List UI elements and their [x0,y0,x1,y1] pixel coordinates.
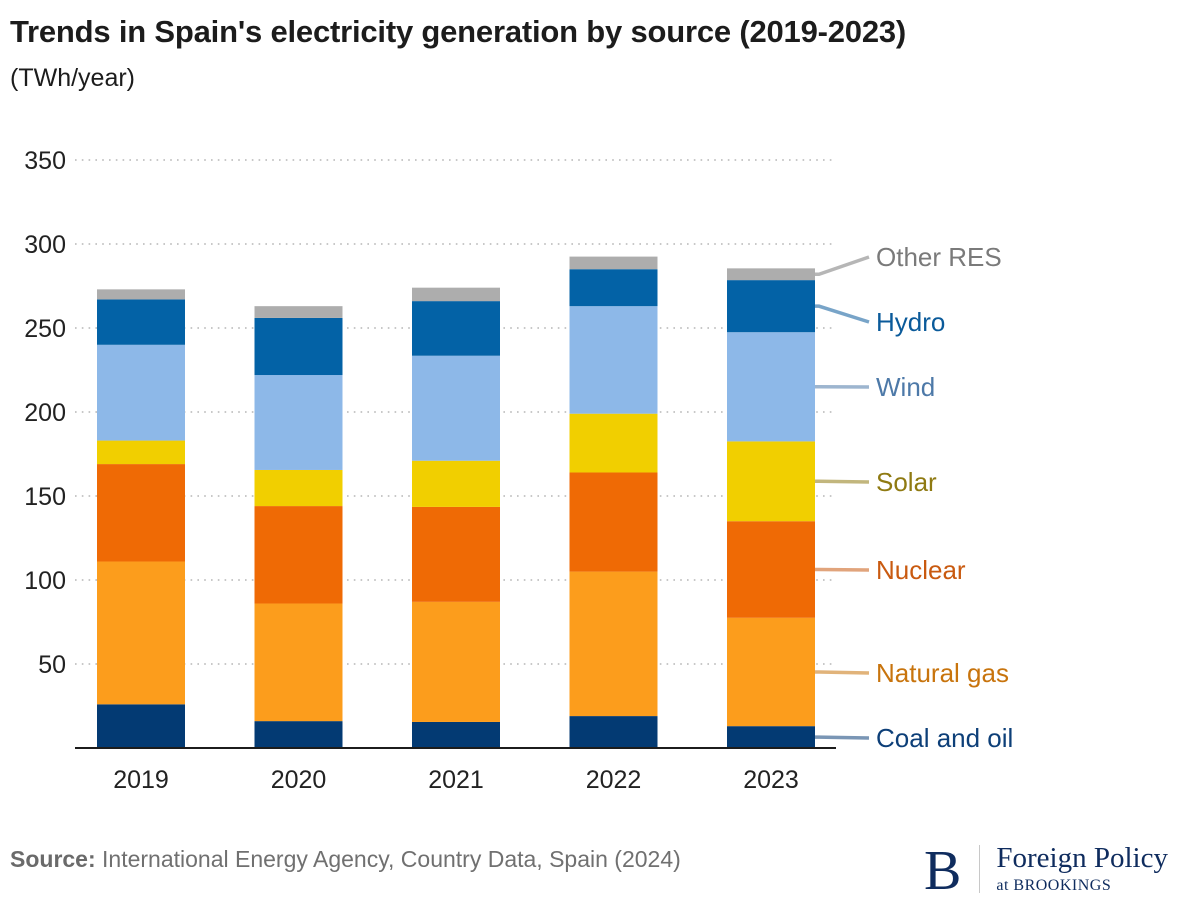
legend-connector-line [815,255,870,276]
bar-segment-wind [412,355,500,461]
bar-segment-solar [727,441,815,522]
y-tick-label: 100 [24,567,66,595]
legend-label: Solar [876,467,937,497]
y-tick-label: 350 [24,147,66,175]
legend-item-hydro: Hydro [815,304,945,337]
bar-segment-coal-and-oil [727,726,815,748]
bar-segment-coal-and-oil [569,716,658,748]
legend-label: Nuclear [876,555,966,585]
bar-segment-natural-gas [254,603,343,722]
bar-segment-natural-gas [727,617,815,727]
bar-segment-nuclear [727,521,815,618]
bar-segment-nuclear [97,464,185,562]
bars [97,256,815,748]
bar-segment-hydro [569,269,658,307]
legend-item-wind: Wind [815,372,935,402]
bar-segment-nuclear [412,506,500,602]
bar-segment-coal-and-oil [97,704,185,748]
bar-stack-2021 [412,287,500,748]
chart-subtitle: (TWh/year) [10,64,135,92]
bar-segment-wind [569,306,658,414]
y-tick-label: 50 [38,651,66,679]
source-text: International Energy Agency, Country Dat… [102,846,681,872]
y-axis-ticks: 50 100 150 200 250 300 350 [24,147,66,679]
bar-segment-solar [97,440,185,465]
legend-connector-line [815,304,870,324]
bar-segment-other-res [254,306,343,318]
bar-segment-other-res [727,268,815,281]
legend-connector-line [815,670,870,675]
bar-segment-hydro [254,317,343,376]
bar-segment-wind [97,344,185,441]
x-tick-label: 2023 [743,766,799,794]
y-tick-label: 300 [24,231,66,259]
bar-stack-2023 [727,268,815,748]
legend-label: Hydro [876,307,945,337]
bar-segment-coal-and-oil [412,721,500,748]
bar-segment-wind [727,332,815,442]
bar-segment-hydro [412,301,500,356]
y-tick-label: 250 [24,315,66,343]
legend: Coal and oil Natural gas Nuclear Solar Wind H… [815,242,1013,753]
bar-segment-natural-gas [97,561,185,705]
legend-label: Wind [876,372,935,402]
x-axis-ticks: 2019 2020 2021 2022 2023 [113,766,799,794]
source-note: Source: International Energy Agency, Cou… [10,846,681,873]
legend-label: Coal and oil [876,723,1013,753]
legend-connector-line [815,567,870,572]
logo-letter: B [924,840,962,902]
bar-segment-hydro [727,280,815,333]
bar-stack-2022 [569,256,658,748]
bar-segment-coal-and-oil [254,721,343,748]
chart-title: Trends in Spain's electricity generation… [10,14,907,49]
bar-segment-nuclear [569,472,658,572]
bar-stack-2019 [97,289,185,748]
legend-item-other-res: Other RES [815,242,1002,276]
y-tick-label: 200 [24,399,66,427]
x-tick-label: 2020 [271,766,327,794]
legend-connector-line [815,735,870,740]
x-tick-label: 2019 [113,766,169,794]
logo-text: Foreign Policy at BROOKINGS [996,843,1168,894]
logo-main-text: Foreign Policy [996,842,1168,875]
bar-segment-solar [412,460,500,507]
bar-segment-nuclear [254,506,343,604]
bar-stack-2020 [254,306,343,748]
y-tick-label: 150 [24,483,66,511]
source-label: Source: [10,846,96,872]
legend-item-natural-gas: Natural gas [815,658,1009,688]
legend-item-coal-and-oil: Coal and oil [815,723,1013,753]
legend-label: Other RES [876,242,1002,272]
x-tick-label: 2022 [586,766,642,794]
bar-segment-natural-gas [412,601,500,722]
bar-segment-hydro [97,299,185,345]
bar-segment-other-res [412,287,500,302]
bar-segment-other-res [97,289,185,300]
logo-divider [979,845,981,893]
legend-item-solar: Solar [815,467,937,497]
bar-segment-solar [254,469,343,507]
legend-item-nuclear: Nuclear [815,555,966,585]
logo-sub-text: at BROOKINGS [996,876,1112,894]
legend-label: Natural gas [876,658,1009,688]
bar-segment-natural-gas [569,571,658,717]
legend-connector-line [815,479,870,484]
brookings-logo: B Foreign Policy at BROOKINGS [924,840,1168,902]
x-tick-label: 2021 [428,766,484,794]
bar-segment-other-res [569,256,658,270]
bar-segment-wind [254,375,343,470]
bar-segment-solar [569,413,658,473]
